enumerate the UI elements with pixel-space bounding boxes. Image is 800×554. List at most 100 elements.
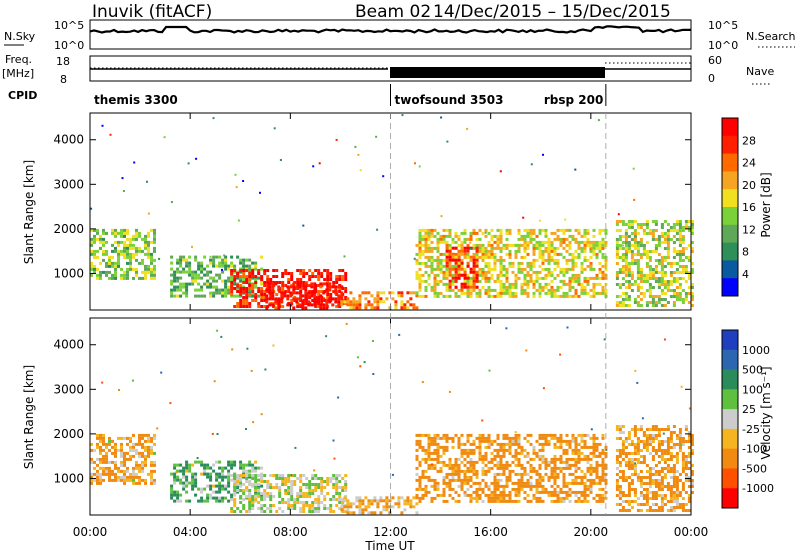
heatmap-cell <box>669 467 673 470</box>
heatmap-cell <box>666 440 670 443</box>
heatmap-cell <box>583 285 587 289</box>
heatmap-cell <box>618 238 622 241</box>
heatmap-cell <box>260 287 264 290</box>
heatmap-cell <box>589 276 593 280</box>
heatmap-cell <box>421 487 425 491</box>
heatmap-cell <box>618 452 622 455</box>
heatmap-cell <box>424 240 428 244</box>
heatmap-cell <box>490 481 494 485</box>
heatmap-cell <box>675 232 679 235</box>
heatmap-cell <box>687 229 691 232</box>
heatmap-cell <box>508 478 512 482</box>
heatmap-cell <box>150 481 153 485</box>
heatmap-cell <box>257 276 261 280</box>
heatmap-cell <box>191 487 195 491</box>
heatmap-cell <box>550 436 554 440</box>
heatmap-cell <box>574 276 578 280</box>
heatmap-cell <box>517 463 521 467</box>
heatmap-cell <box>630 500 634 503</box>
heatmap-cell <box>451 255 455 259</box>
heatmap-cell <box>338 486 342 489</box>
heatmap-cell <box>475 472 479 476</box>
heatmap-cell <box>108 448 111 452</box>
heatmap-cell <box>636 250 640 253</box>
heatmap-cell <box>269 510 273 513</box>
heatmap-cell <box>568 240 572 244</box>
heatmap-cell <box>571 472 575 476</box>
heatmap-cell <box>672 277 676 280</box>
heatmap-cell <box>475 252 479 256</box>
heatmap-cell <box>239 496 243 500</box>
heatmap-cell <box>660 226 664 229</box>
heatmap-cell <box>678 449 682 452</box>
heatmap-cell <box>436 484 440 488</box>
heatmap-cell <box>102 433 105 437</box>
heatmap-cell <box>493 475 497 479</box>
heatmap-cell <box>170 273 174 277</box>
heatmap-cell <box>433 451 437 455</box>
heatmap-cell <box>364 306 368 310</box>
heatmap-cell <box>233 460 237 464</box>
heatmap-cell <box>248 272 252 275</box>
heatmap-cell <box>675 461 679 464</box>
heatmap-cell <box>448 460 452 464</box>
heatmap-cell <box>675 476 679 479</box>
heatmap-cell <box>260 296 264 299</box>
heatmap-cell <box>93 264 96 268</box>
heatmap-cell <box>630 482 634 485</box>
heatmap-cell <box>559 457 563 461</box>
heatmap-cell <box>448 472 452 476</box>
heatmap-cell <box>448 457 452 461</box>
heatmap-cell <box>418 460 422 464</box>
heatmap-cell <box>90 472 93 476</box>
heatmap-cell <box>660 292 664 295</box>
heatmap-cell <box>283 291 287 295</box>
heatmap-cell <box>657 298 661 301</box>
heatmap-cell <box>239 495 243 498</box>
heatmap-cell <box>394 502 398 506</box>
heatmap-cell <box>648 476 652 479</box>
heatmap-cell <box>550 484 554 488</box>
heatmap-cell <box>123 231 126 235</box>
heatmap-cell <box>191 463 195 467</box>
heatmap-cell <box>589 243 593 247</box>
heatmap-cell <box>436 433 440 437</box>
heatmap-cell <box>325 288 329 292</box>
heatmap-cell <box>448 279 452 283</box>
heatmap-cell <box>520 466 524 470</box>
heatmap-cell <box>185 285 189 289</box>
heatmap-cell <box>586 457 590 461</box>
heatmap-cell <box>332 486 336 489</box>
heatmap-cell <box>445 288 449 292</box>
heatmap-cell <box>170 493 174 497</box>
heatmap-cell <box>568 493 572 497</box>
heatmap-cell <box>332 290 336 293</box>
heatmap-cell <box>349 300 353 304</box>
heatmap-cell <box>559 466 563 470</box>
heatmap-cell <box>135 249 138 253</box>
heatmap-cell <box>153 478 156 482</box>
heatmap-cell <box>669 506 673 509</box>
heatmap-cell <box>601 273 605 277</box>
heatmap-cell <box>565 270 569 274</box>
heatmap-cell <box>484 276 488 280</box>
heatmap-cell <box>150 478 153 482</box>
heatmap-cell <box>299 293 303 296</box>
heatmap-cell <box>574 457 578 461</box>
heatmap-cell <box>299 272 303 275</box>
heatmap-cell <box>251 495 255 498</box>
heatmap-cell <box>654 271 658 274</box>
heatmap-cell <box>424 484 428 488</box>
heatmap-cell <box>138 261 141 265</box>
heatmap-cell <box>562 460 566 464</box>
heatmap-cell <box>123 246 126 250</box>
heatmap-cell <box>96 472 99 476</box>
heatmap-cell <box>296 492 300 495</box>
heatmap-cell <box>550 499 554 503</box>
heatmap-cell <box>502 472 506 476</box>
heatmap-cell <box>436 279 440 283</box>
heatmap-cell <box>338 474 342 477</box>
heatmap-cell <box>547 493 551 497</box>
heatmap-cell <box>505 493 509 497</box>
heatmap-cell <box>257 484 261 488</box>
